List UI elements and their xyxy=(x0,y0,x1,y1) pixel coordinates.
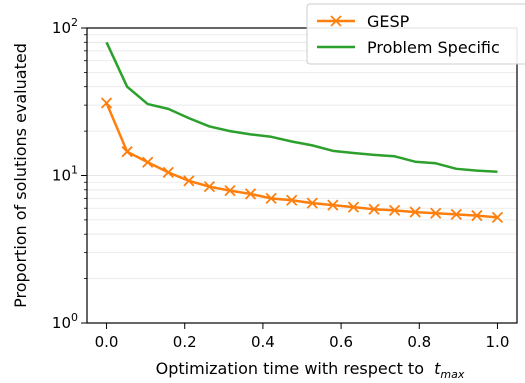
x-axis-label-text: Optimization time with respect to xyxy=(156,359,424,378)
data-point xyxy=(142,156,154,168)
y-axis-label: Proportion of solutions evaluated xyxy=(11,43,30,308)
y-tick-label-exponent: 0 xyxy=(71,311,78,324)
data-point xyxy=(430,207,442,219)
data-point xyxy=(388,204,401,217)
data-point xyxy=(347,201,360,213)
data-point xyxy=(471,209,483,222)
legend-marker xyxy=(330,15,342,27)
data-point xyxy=(244,188,257,200)
marker-stroke xyxy=(409,206,421,218)
marker-stroke xyxy=(430,207,442,219)
y-tick-label: 101 xyxy=(52,164,78,185)
x-tick-label: 0.4 xyxy=(251,333,275,351)
data-point xyxy=(306,197,318,209)
data-point xyxy=(224,184,236,197)
data-point xyxy=(121,146,133,158)
series-layer xyxy=(100,41,504,224)
data-point xyxy=(450,208,462,221)
grid xyxy=(87,34,517,324)
marker-stroke xyxy=(388,204,401,217)
data-point xyxy=(286,194,298,206)
marker-stroke xyxy=(162,166,174,179)
marker-stroke xyxy=(450,208,462,221)
y-tick-label-base: 10 xyxy=(52,19,71,37)
marker-stroke xyxy=(203,181,216,193)
legend-label-1: Problem Specific xyxy=(367,38,500,57)
marker-stroke xyxy=(306,197,318,209)
marker-stroke xyxy=(327,199,339,211)
marker-stroke xyxy=(100,97,113,109)
y-tick-label-base: 10 xyxy=(52,314,71,332)
data-point xyxy=(265,192,277,204)
data-point xyxy=(327,199,339,211)
data-point xyxy=(409,206,421,218)
marker-stroke xyxy=(471,209,483,222)
x-axis-label-math: t xyxy=(434,359,441,378)
marker-stroke xyxy=(491,211,504,224)
data-point xyxy=(368,203,380,215)
marker-stroke xyxy=(244,188,257,200)
series-line-1 xyxy=(105,41,498,174)
x-tick-label: 1.0 xyxy=(486,333,510,351)
x-tick-label: 0.8 xyxy=(407,333,431,351)
y-tick-label-base: 10 xyxy=(52,167,71,185)
data-point xyxy=(183,175,195,187)
y-tick-label: 100 xyxy=(52,311,78,332)
y-tick-label-exponent: 2 xyxy=(71,16,78,29)
marker-stroke xyxy=(121,146,133,158)
x-tick-label: 0.0 xyxy=(95,333,119,351)
legend: GESP Problem Specific xyxy=(306,3,525,65)
y-tick-label: 102 xyxy=(52,16,78,37)
marker-stroke xyxy=(368,203,380,215)
legend-box xyxy=(306,3,525,65)
marker-stroke xyxy=(183,175,195,187)
data-point xyxy=(203,181,216,193)
marker-stroke xyxy=(265,192,277,204)
x-tick-label: 0.2 xyxy=(173,333,197,351)
data-point xyxy=(162,166,174,179)
x-axis-label-math-sub: max xyxy=(440,368,464,381)
legend-label-0: GESP xyxy=(367,12,410,31)
data-point xyxy=(100,97,113,109)
marker-stroke xyxy=(224,184,236,197)
x-tick-label: 0.6 xyxy=(329,333,353,351)
marker-stroke xyxy=(142,156,154,168)
marker-stroke xyxy=(347,201,360,213)
data-point xyxy=(491,211,504,224)
y-tick-label-exponent: 1 xyxy=(71,164,78,177)
marker-stroke xyxy=(286,194,298,206)
series-line-0 xyxy=(105,102,498,219)
x-axis-label: Optimization time with respect to tmax xyxy=(156,359,465,381)
